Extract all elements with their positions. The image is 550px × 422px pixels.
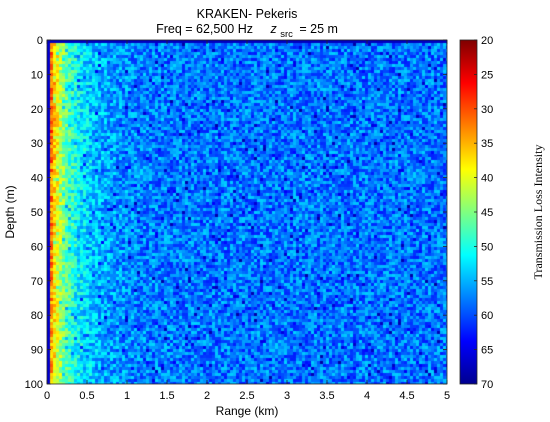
x-tick-label: 0.5 — [79, 390, 94, 402]
x-tick-label: 2.5 — [239, 390, 254, 402]
x-tick-label: 1 — [124, 390, 130, 402]
x-tick-label: 4 — [364, 390, 370, 402]
colorbar-ticks: 20 25 30 35 40 45 50 55 60 65 70 — [474, 35, 493, 391]
y-tick-label: 0 — [37, 35, 43, 47]
x-axis-label: Range (km) — [216, 404, 279, 418]
colorbar-tick-label: 70 — [481, 379, 493, 391]
colorbar-tick-label: 25 — [481, 69, 493, 81]
x-tick-label: 3.5 — [319, 390, 334, 402]
y-tick-label: 60 — [31, 241, 43, 253]
colorbar-tick-label: 20 — [481, 35, 493, 47]
y-tick-label: 100 — [25, 379, 43, 391]
colorbar-tick-label: 60 — [481, 310, 493, 322]
subtitle-freq: Freq = 62,500 Hz — [156, 22, 253, 36]
x-axis-ticks: 0 0.5 1 1.5 2 2.5 3 3.5 4 4.5 5 — [44, 40, 450, 402]
colorbar-tick-label: 65 — [481, 345, 493, 357]
colorbar-tick-label: 45 — [481, 207, 493, 219]
x-tick-label: 1.5 — [159, 390, 174, 402]
x-tick-label: 5 — [444, 390, 450, 402]
x-tick-label: 2 — [204, 390, 210, 402]
colorbar-tick-label: 35 — [481, 138, 493, 150]
subtitle-z: z — [269, 22, 277, 36]
y-tick-label: 40 — [31, 173, 43, 185]
tl-raster — [47, 40, 447, 384]
subtitle-z-value: = 25 m — [299, 22, 338, 36]
colorbar-tick-label: 50 — [481, 241, 493, 253]
x-tick-label: 3 — [284, 390, 290, 402]
chart-subtitle: Freq = 62,500 Hz z src = 25 m — [156, 22, 338, 40]
chart-title: KRAKEN- Pekeris — [197, 7, 298, 21]
colorbar-tick-label: 40 — [481, 173, 493, 185]
colorbar-label: Transmission Loss Intensity — [531, 145, 545, 280]
y-axis-ticks: 0 10 20 30 40 50 60 70 80 90 100 — [25, 35, 447, 391]
y-tick-label: 30 — [31, 138, 43, 150]
y-tick-label: 90 — [31, 345, 43, 357]
y-tick-label: 70 — [31, 276, 43, 288]
y-tick-label: 10 — [31, 69, 43, 81]
tl-heatmap — [47, 40, 447, 384]
colorbar-tick-label: 55 — [481, 276, 493, 288]
y-tick-label: 80 — [31, 310, 43, 322]
colorbar-tick-label: 30 — [481, 104, 493, 116]
subtitle-z-subscript: src — [280, 29, 293, 40]
x-tick-label: 0 — [44, 390, 50, 402]
y-tick-label: 20 — [31, 104, 43, 116]
y-axis-label: Depth (m) — [3, 185, 17, 238]
x-tick-label: 4.5 — [399, 390, 414, 402]
y-tick-label: 50 — [31, 207, 43, 219]
